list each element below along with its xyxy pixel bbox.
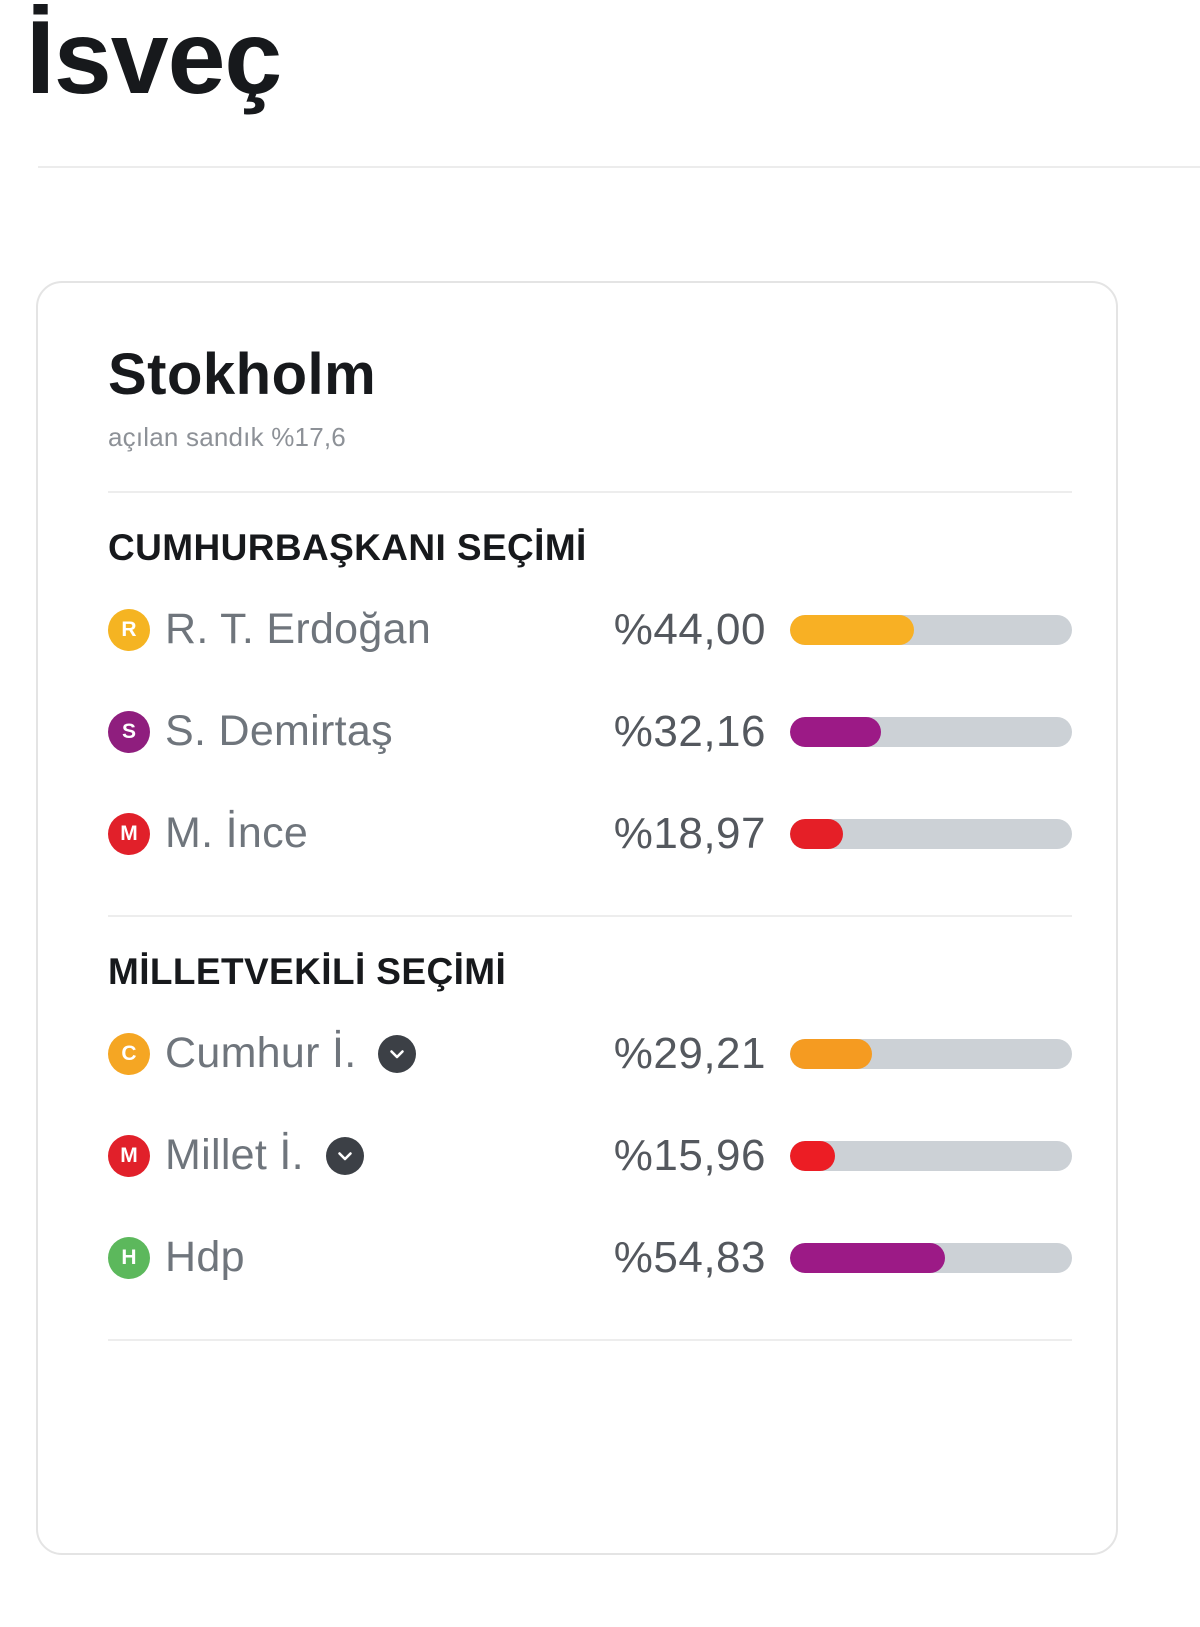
chevron-down-icon[interactable] <box>378 1034 417 1073</box>
page-title: İsveç <box>26 0 282 116</box>
section-presidential: CUMHURBAŞKANI SEÇİMİ R R. T. Erdoğan %44,00… <box>108 527 1072 917</box>
result-bar-track <box>790 716 1072 747</box>
result-card: Stokholm açılan sandık %17,6 CUMHURBAŞKA… <box>36 281 1118 1555</box>
section-divider <box>108 1338 1072 1341</box>
result-bar-fill <box>790 1242 945 1273</box>
result-row-label: Hdp <box>165 1233 245 1282</box>
result-percent-text: %29,21 <box>613 1028 766 1078</box>
party-badge-icon: M <box>108 1134 150 1177</box>
result-percent-text: %18,97 <box>613 808 766 858</box>
result-row-label: S. Demirtaş <box>165 707 393 756</box>
result-bar-fill <box>790 716 881 747</box>
result-bar-track <box>790 614 1072 645</box>
section-parliamentary: MİLLETVEKİLİ SEÇİMİ C Cumhur İ. %29,21 M Mill… <box>108 951 1072 1341</box>
section-title-parliamentary: MİLLETVEKİLİ SEÇİMİ <box>108 950 507 992</box>
result-row[interactable]: M M. İnce %18,97 <box>108 783 1072 885</box>
region-name: Stokholm <box>108 342 377 407</box>
party-badge-icon: H <box>108 1236 150 1279</box>
result-rows: R R. T. Erdoğan %44,00 S S. Demirtaş %32,16 M M… <box>108 579 1072 885</box>
result-rows: C Cumhur İ. %29,21 M Millet İ. %15,96 H Hdp %54,… <box>108 1003 1072 1309</box>
party-badge-icon: C <box>108 1032 150 1075</box>
result-bar-fill <box>790 1038 873 1069</box>
chevron-down-icon[interactable] <box>325 1136 364 1175</box>
result-percent-text: %15,96 <box>613 1130 766 1180</box>
party-badge-icon: R <box>108 608 150 651</box>
title-divider <box>38 166 1200 168</box>
party-badge-icon: M <box>108 812 150 855</box>
result-bar-track <box>790 1242 1072 1273</box>
result-bar-fill <box>790 1140 835 1171</box>
result-percent-text: %54,83 <box>613 1232 766 1282</box>
result-row[interactable]: H Hdp %54,83 <box>108 1207 1072 1309</box>
party-badge-icon: S <box>108 710 150 753</box>
result-row-label: Cumhur İ. <box>165 1029 357 1078</box>
result-bar-track <box>790 818 1072 849</box>
header-divider <box>108 490 1072 493</box>
result-bar-fill <box>790 614 915 645</box>
result-row-label: Millet İ. <box>165 1131 304 1180</box>
result-row[interactable]: S S. Demirtaş %32,16 <box>108 681 1072 783</box>
result-percent-text: %32,16 <box>613 706 766 756</box>
result-row[interactable]: C Cumhur İ. %29,21 <box>108 1003 1072 1105</box>
result-bar-track <box>790 1038 1072 1069</box>
sections-container: CUMHURBAŞKANI SEÇİMİ R R. T. Erdoğan %44,00… <box>108 527 1072 1341</box>
result-percent-text: %44,00 <box>613 604 766 654</box>
result-bar-fill <box>790 818 844 849</box>
result-bar-track <box>790 1140 1072 1171</box>
section-divider <box>108 914 1072 917</box>
result-row-label: M. İnce <box>165 809 309 858</box>
ballot-status: açılan sandık %17,6 <box>108 421 346 452</box>
section-title-presidential: CUMHURBAŞKANI SEÇİMİ <box>108 526 587 568</box>
result-row[interactable]: R R. T. Erdoğan %44,00 <box>108 579 1072 681</box>
result-row[interactable]: M Millet İ. %15,96 <box>108 1105 1072 1207</box>
result-row-label: R. T. Erdoğan <box>165 605 432 654</box>
